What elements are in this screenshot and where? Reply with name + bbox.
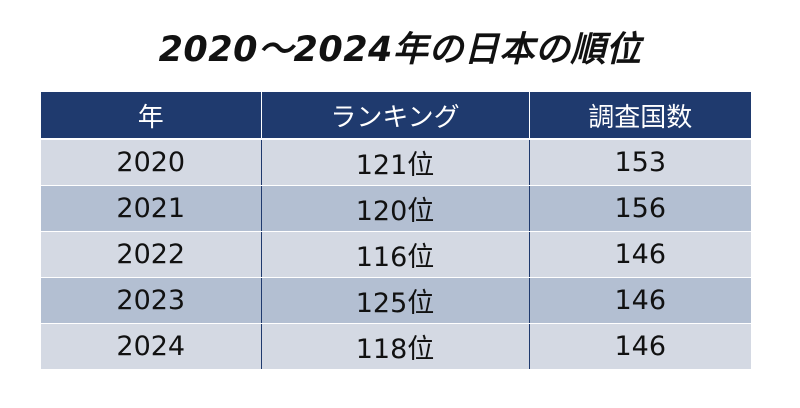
cell-year: 2023 <box>41 277 262 324</box>
ranking-table: 年 ランキング 調査国数 2020 121位 153 2021 120位 156… <box>41 92 751 370</box>
column-header-ranking: ランキング <box>261 92 530 140</box>
table-row: 2021 120位 156 <box>41 185 751 232</box>
cell-year: 2020 <box>41 139 262 186</box>
table-row: 2022 116位 146 <box>41 231 751 278</box>
column-header-year: 年 <box>41 92 262 140</box>
cell-year: 2021 <box>41 185 262 232</box>
table-row: 2024 118位 146 <box>41 323 751 370</box>
cell-ranking: 120位 <box>261 185 530 232</box>
table-header-row: 年 ランキング 調査国数 <box>41 92 751 140</box>
column-header-countries: 調査国数 <box>529 92 751 140</box>
cell-ranking: 118位 <box>261 323 530 370</box>
table-row: 2020 121位 153 <box>41 139 751 186</box>
cell-ranking: 125位 <box>261 277 530 324</box>
cell-ranking: 121位 <box>261 139 530 186</box>
cell-countries: 153 <box>529 139 751 186</box>
cell-countries: 146 <box>529 231 751 278</box>
page-title: 2020～2024年の日本の順位 <box>158 30 642 70</box>
cell-countries: 146 <box>529 323 751 370</box>
table-row: 2023 125位 146 <box>41 277 751 324</box>
cell-year: 2022 <box>41 231 262 278</box>
cell-year: 2024 <box>41 323 262 370</box>
cell-countries: 156 <box>529 185 751 232</box>
cell-ranking: 116位 <box>261 231 530 278</box>
cell-countries: 146 <box>529 277 751 324</box>
